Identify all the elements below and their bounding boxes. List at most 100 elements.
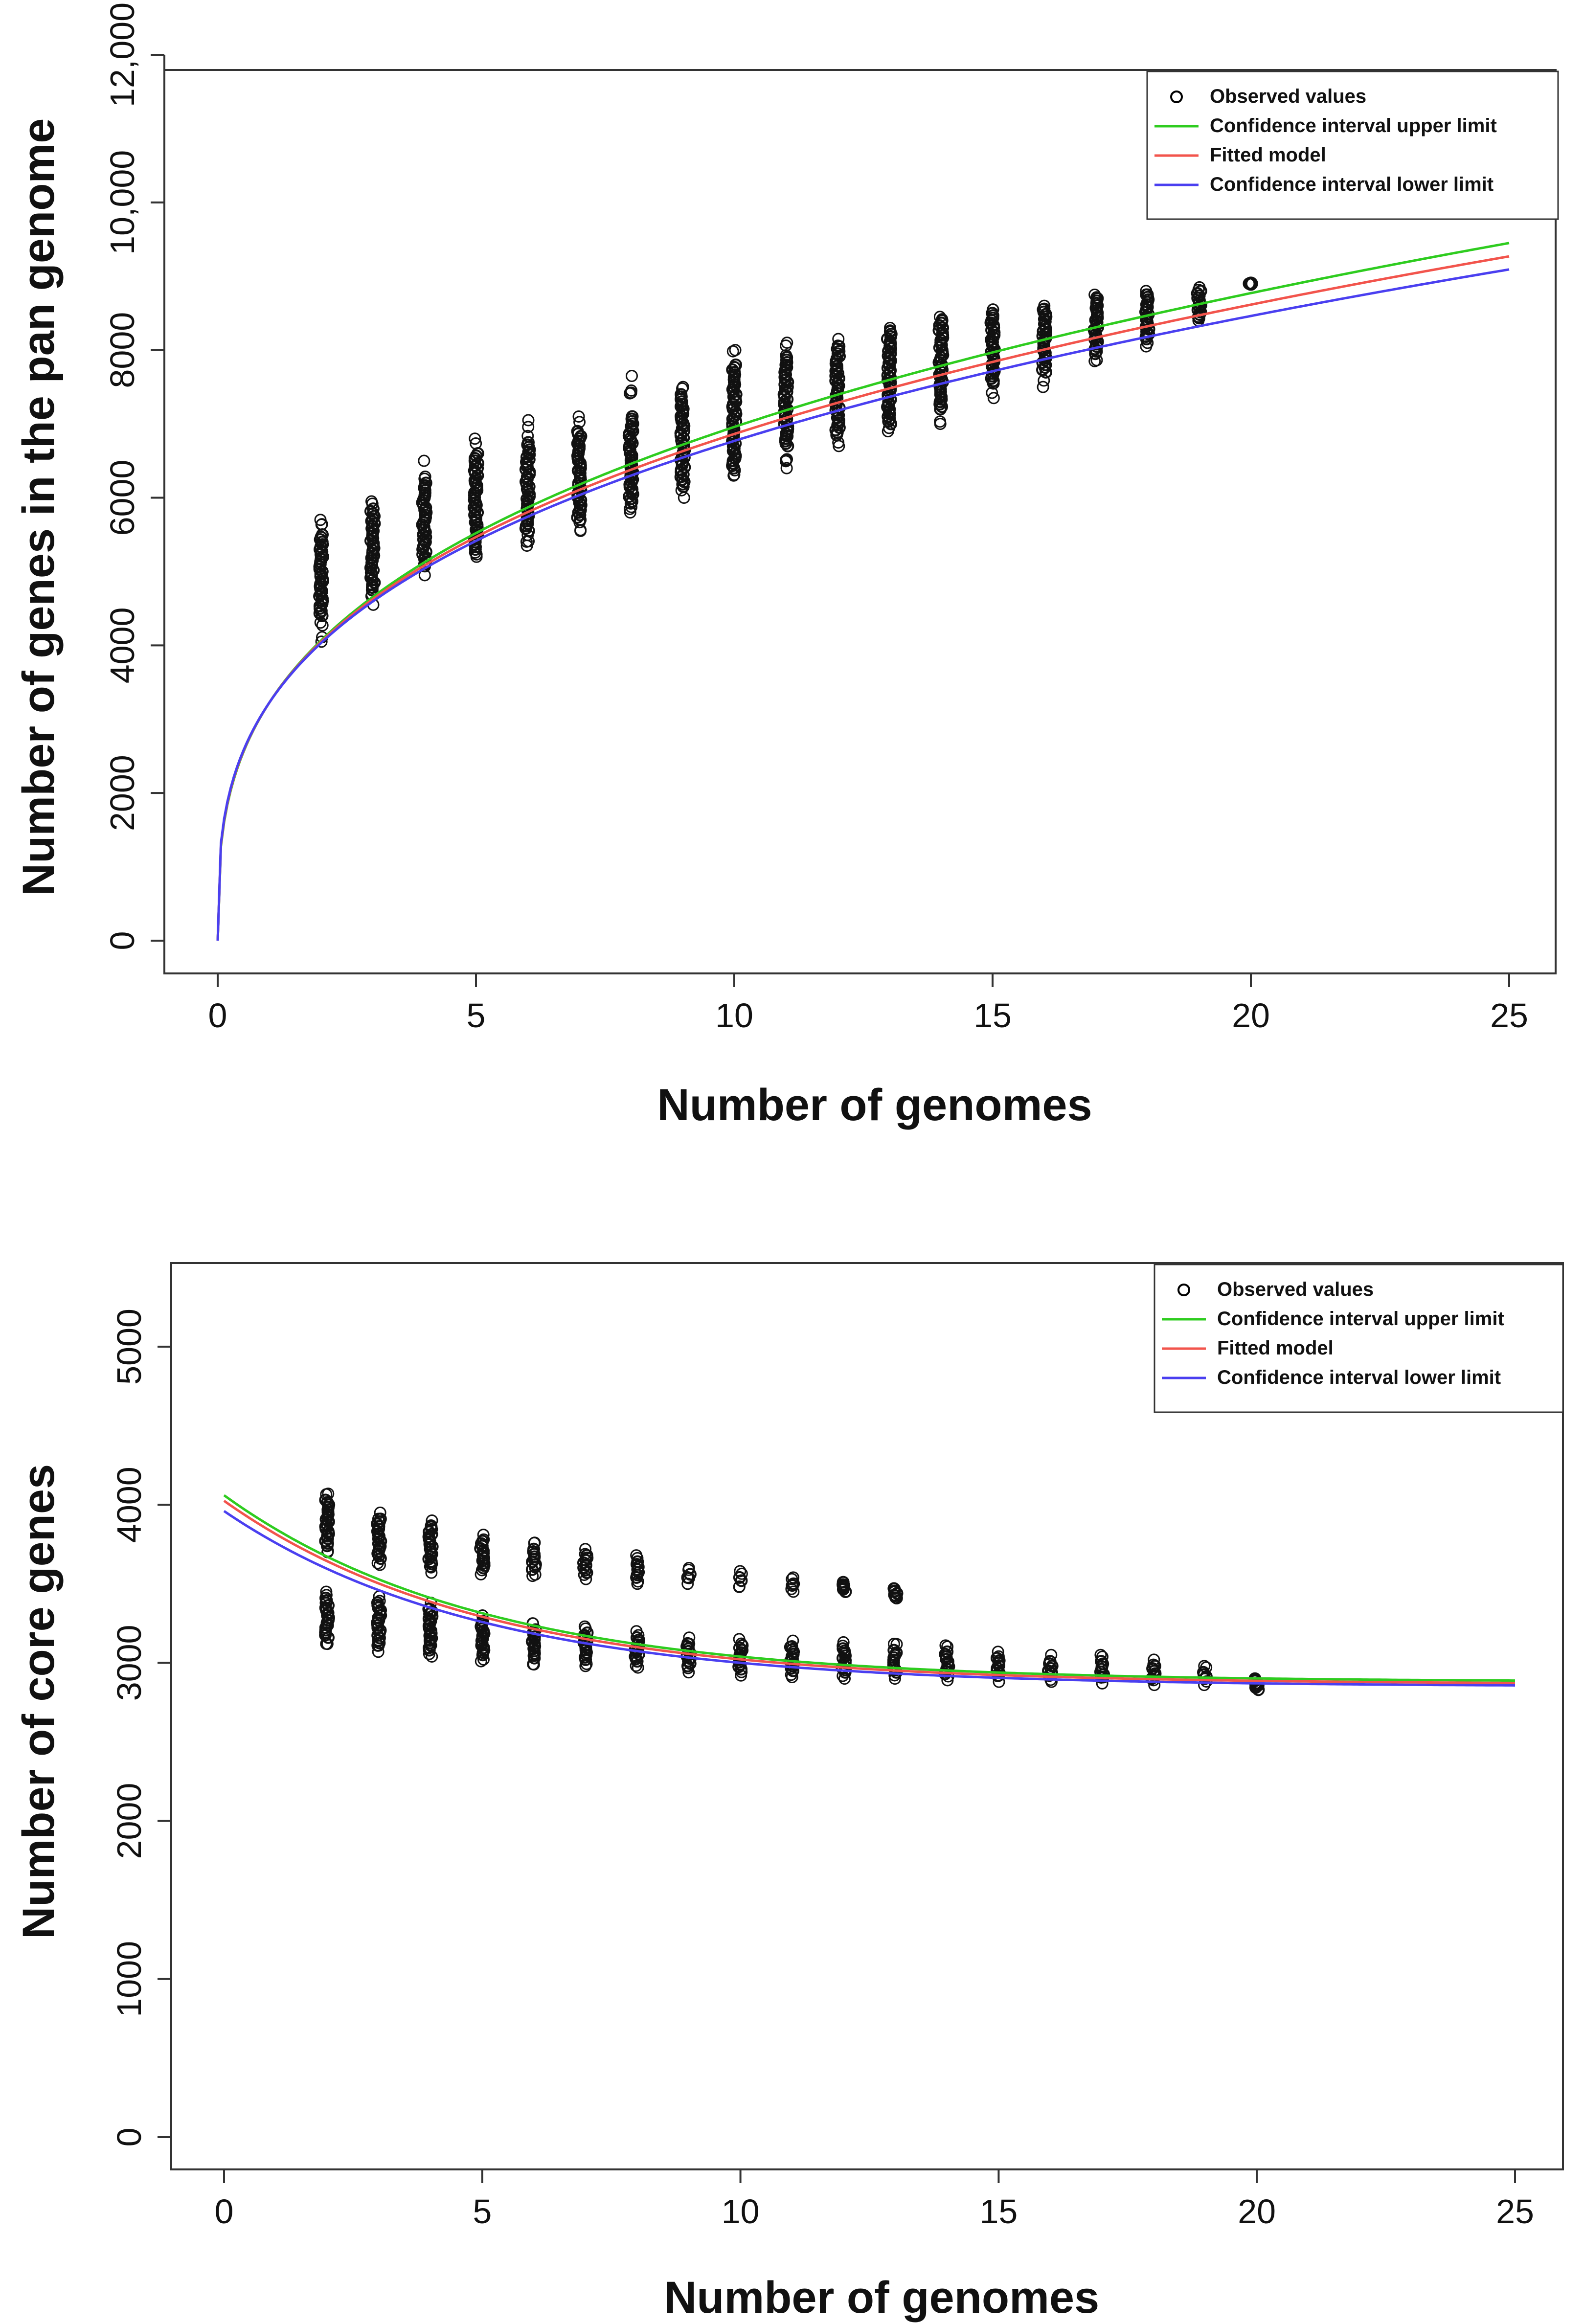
observed-point — [1094, 1655, 1108, 1668]
observed-point — [319, 1493, 332, 1507]
observed-point — [572, 410, 585, 423]
observed-point — [733, 1571, 746, 1584]
observed-point — [1148, 1659, 1161, 1672]
observed-point — [425, 1520, 438, 1534]
observed-point — [729, 358, 743, 371]
observed-point — [986, 307, 999, 320]
observed-point — [935, 314, 949, 327]
observed-point — [1037, 381, 1049, 393]
y-tick-label: 2000 — [103, 755, 141, 831]
observed-point — [580, 1549, 593, 1562]
observed-point — [469, 432, 481, 445]
legend: Observed values Confidence interval upper… — [1146, 70, 1559, 220]
y-tick-label: 0 — [110, 2128, 148, 2147]
observed-point — [474, 1542, 487, 1555]
x-axis: 0 5 10 15 20 25 — [215, 2168, 1534, 2231]
series-line-confidence-interval-lower-limit — [223, 1510, 1516, 1687]
observed-point — [833, 340, 846, 353]
observed-point — [941, 1645, 954, 1658]
observed-point — [418, 454, 430, 467]
observed-point — [890, 1591, 903, 1604]
y-tick-label: 8000 — [103, 312, 141, 388]
legend-label: Confidence interval lower limit — [1210, 174, 1493, 195]
y-tick-label: 2000 — [110, 1783, 148, 1859]
observed-point — [573, 416, 586, 429]
legend-label: Fitted model — [1210, 144, 1326, 166]
observed-point — [736, 1639, 749, 1652]
legend-label: Confidence interval upper limit — [1210, 115, 1497, 136]
observed-point — [425, 1528, 438, 1541]
x-axis-title: Number of genomes — [657, 1080, 1092, 1130]
observed-point — [831, 342, 844, 356]
y-tick-label: 4000 — [103, 607, 141, 683]
observed-point — [734, 1565, 747, 1578]
series-line-fitted-model — [216, 255, 1510, 941]
x-tick-label: 20 — [1232, 996, 1270, 1035]
observed-point — [631, 1555, 644, 1568]
observed-point — [780, 462, 793, 474]
observed-point — [786, 1579, 799, 1592]
x-axis: 0 5 10 15 20 25 — [208, 972, 1528, 1035]
observed-point — [884, 347, 897, 360]
x-tick-label: 25 — [1496, 2192, 1534, 2231]
observed-point — [882, 410, 895, 423]
model-curves — [216, 242, 1510, 941]
observed-point — [426, 1610, 439, 1623]
model-curves — [223, 1494, 1516, 1687]
observed-point — [781, 453, 793, 466]
observed-point — [726, 345, 739, 358]
observed-point — [626, 410, 639, 423]
observed-point — [837, 1583, 850, 1596]
y-tick-label: 12,000 — [103, 2, 141, 107]
observed-point — [316, 536, 329, 549]
observed-point — [883, 335, 897, 348]
observed-point — [522, 414, 535, 427]
observed-point — [939, 1647, 952, 1661]
observed-point — [1140, 288, 1153, 301]
observed-point — [934, 415, 947, 428]
observed-point — [678, 451, 691, 464]
observed-point — [1193, 294, 1206, 307]
observed-point — [890, 1646, 903, 1659]
observed-point — [366, 502, 380, 516]
legend-marker-circle — [1177, 1284, 1190, 1296]
observed-point — [1091, 292, 1104, 305]
y-axis-title: Number of core genes — [14, 1464, 64, 1939]
observed-point — [315, 635, 328, 648]
legend-box — [1146, 70, 1559, 220]
x-tick-label: 10 — [715, 996, 753, 1035]
chart-1: 0 5 10 15 20 25 0 2000 4000 6000 8000 10,000 12,000 N… — [14, 2, 1559, 1130]
y-tick-label: 3000 — [110, 1625, 148, 1701]
x-tick-label: 0 — [208, 996, 227, 1035]
observed-point — [522, 421, 535, 433]
x-axis-title: Number of genomes — [664, 2273, 1099, 2323]
observed-point — [322, 1515, 335, 1528]
y-axis: 0 1000 2000 3000 4000 5000 — [110, 1309, 172, 2147]
observed-point — [780, 339, 792, 352]
observed-point — [374, 1512, 387, 1526]
observed-point — [786, 1643, 799, 1656]
observed-point — [1194, 284, 1207, 297]
observed-point — [784, 1641, 797, 1654]
legend-box — [1154, 1264, 1564, 1413]
observed-point — [422, 1612, 435, 1625]
observed-point — [780, 351, 793, 364]
legend-label: Observed values — [1217, 1279, 1374, 1300]
observed-point — [527, 1542, 541, 1556]
observed-point — [787, 1585, 800, 1598]
observed-point — [991, 1651, 1004, 1665]
observed-point — [887, 1644, 901, 1657]
observed-point — [936, 321, 950, 335]
y-axis: 0 2000 4000 6000 8000 10,000 12,000 — [103, 2, 165, 950]
observed-point — [371, 1596, 384, 1609]
observed-point — [681, 1571, 694, 1584]
observed-point — [471, 447, 484, 460]
observed-point — [837, 1642, 850, 1655]
observed-point — [733, 1641, 746, 1654]
x-tick-label: 5 — [473, 2192, 492, 2231]
observed-point — [321, 1496, 334, 1509]
y-axis-title: Number of genes in the pan genome — [14, 118, 64, 896]
observed-point — [675, 388, 688, 401]
legend-label: Observed values — [1210, 86, 1366, 107]
observed-point — [476, 1534, 489, 1548]
